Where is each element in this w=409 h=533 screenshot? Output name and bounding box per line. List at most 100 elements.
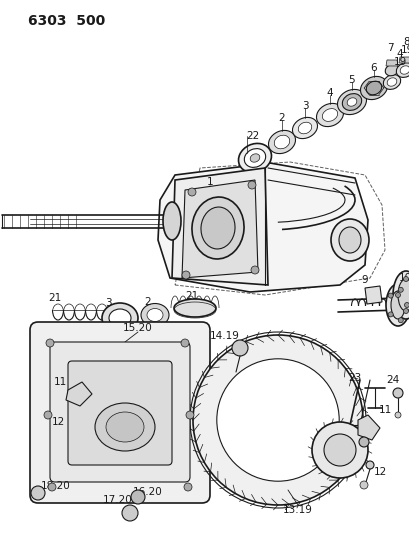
Ellipse shape <box>274 135 289 149</box>
Circle shape <box>46 339 54 347</box>
Ellipse shape <box>268 131 295 154</box>
Circle shape <box>394 412 400 418</box>
Ellipse shape <box>147 309 163 321</box>
Text: 3: 3 <box>301 101 308 111</box>
Circle shape <box>395 293 400 297</box>
Circle shape <box>250 266 258 274</box>
Ellipse shape <box>365 81 381 95</box>
Circle shape <box>402 309 407 313</box>
FancyBboxPatch shape <box>68 361 172 465</box>
Circle shape <box>365 461 373 469</box>
Circle shape <box>404 303 409 308</box>
Circle shape <box>72 412 80 420</box>
FancyBboxPatch shape <box>30 322 209 503</box>
Ellipse shape <box>338 227 360 253</box>
Ellipse shape <box>337 90 366 115</box>
Circle shape <box>247 181 255 189</box>
Circle shape <box>186 411 193 419</box>
Text: 2: 2 <box>278 113 285 123</box>
Ellipse shape <box>321 109 337 122</box>
Ellipse shape <box>191 197 243 259</box>
Circle shape <box>231 340 247 356</box>
Text: 19: 19 <box>400 45 409 55</box>
Circle shape <box>131 490 145 504</box>
Ellipse shape <box>238 143 271 173</box>
Ellipse shape <box>346 98 356 106</box>
FancyBboxPatch shape <box>50 342 189 482</box>
Polygon shape <box>357 415 379 440</box>
Ellipse shape <box>342 94 361 110</box>
Ellipse shape <box>292 117 317 139</box>
Circle shape <box>216 359 338 481</box>
Circle shape <box>402 277 407 281</box>
Text: 16.20: 16.20 <box>133 487 162 497</box>
Text: 17.20: 17.20 <box>103 495 133 505</box>
Ellipse shape <box>390 291 404 319</box>
Circle shape <box>188 188 196 196</box>
Polygon shape <box>364 286 381 304</box>
Ellipse shape <box>382 75 400 90</box>
Ellipse shape <box>384 64 398 76</box>
Ellipse shape <box>385 284 409 326</box>
Text: 12: 12 <box>373 467 386 477</box>
Circle shape <box>44 411 52 419</box>
Ellipse shape <box>360 76 387 100</box>
Text: 4: 4 <box>326 88 333 98</box>
Ellipse shape <box>106 412 144 442</box>
Ellipse shape <box>109 309 131 327</box>
Ellipse shape <box>173 299 216 317</box>
Text: 21: 21 <box>185 291 198 301</box>
Polygon shape <box>182 180 257 278</box>
Text: 6: 6 <box>370 63 376 73</box>
Circle shape <box>180 339 189 347</box>
Ellipse shape <box>397 279 409 311</box>
Circle shape <box>359 481 367 489</box>
Text: 15.20: 15.20 <box>123 323 153 333</box>
Polygon shape <box>66 382 92 406</box>
Ellipse shape <box>249 154 259 162</box>
Text: 6303  500: 6303 500 <box>28 14 105 28</box>
Ellipse shape <box>244 149 265 167</box>
Text: 9: 9 <box>361 275 367 285</box>
Circle shape <box>193 335 362 505</box>
Polygon shape <box>398 57 409 63</box>
Circle shape <box>48 483 56 491</box>
Ellipse shape <box>386 78 396 86</box>
Circle shape <box>392 388 402 398</box>
Text: 11: 11 <box>53 377 67 387</box>
Text: 10: 10 <box>398 273 409 283</box>
Circle shape <box>66 431 74 439</box>
Text: 14.19: 14.19 <box>209 331 239 341</box>
Text: 4: 4 <box>396 49 402 59</box>
Text: 5: 5 <box>348 75 355 85</box>
Text: 13.19: 13.19 <box>282 505 312 515</box>
Text: 18.20: 18.20 <box>41 481 71 491</box>
Polygon shape <box>172 168 267 285</box>
Circle shape <box>397 287 402 292</box>
Circle shape <box>184 483 191 491</box>
Text: 2: 2 <box>144 297 151 307</box>
Ellipse shape <box>141 303 169 327</box>
Ellipse shape <box>102 303 138 333</box>
Polygon shape <box>157 163 367 292</box>
Circle shape <box>31 486 45 500</box>
Ellipse shape <box>297 122 311 134</box>
Ellipse shape <box>163 202 180 240</box>
Circle shape <box>387 312 392 317</box>
Ellipse shape <box>330 219 368 261</box>
Ellipse shape <box>95 403 155 451</box>
Ellipse shape <box>392 271 409 319</box>
Ellipse shape <box>399 66 409 74</box>
Text: 11: 11 <box>378 405 391 415</box>
Text: 1: 1 <box>206 177 213 187</box>
Polygon shape <box>385 60 397 66</box>
Ellipse shape <box>316 103 343 127</box>
Circle shape <box>122 505 138 521</box>
Text: 21: 21 <box>48 293 61 303</box>
Circle shape <box>311 422 367 478</box>
Text: 19: 19 <box>392 57 406 67</box>
Text: 8: 8 <box>403 37 409 47</box>
Circle shape <box>323 434 355 466</box>
Text: 24: 24 <box>385 375 399 385</box>
Text: 7: 7 <box>386 43 392 53</box>
